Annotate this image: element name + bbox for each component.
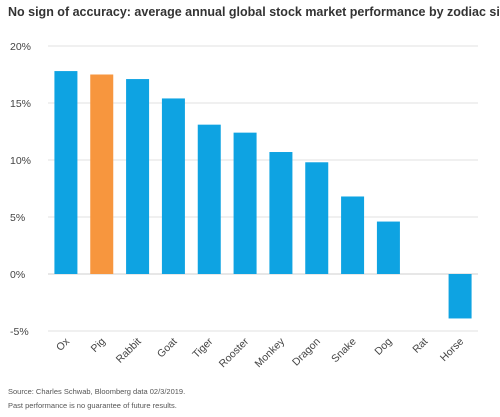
x-tick-label: Dog (372, 336, 394, 358)
bar-chart: -5% 0% 5% 10% 15% 20% Ox Pig Rabbit Goat Tiger Roo… (10, 41, 478, 370)
y-tick-label: 0% (10, 269, 25, 281)
bar-ox (54, 71, 78, 274)
bar-rabbit (126, 79, 150, 274)
bars (54, 71, 472, 319)
bar-rooster (233, 132, 257, 274)
x-tick-label: Dragon (290, 336, 323, 369)
y-tick-label: 20% (10, 41, 31, 53)
bar-monkey (269, 152, 293, 274)
source-note: Source: Charles Schwab, Bloomberg data 0… (8, 387, 186, 396)
bar-dog (376, 221, 400, 274)
x-tick-label: Rat (410, 336, 430, 356)
bar-tiger (197, 124, 221, 274)
y-tick-label: -5% (10, 326, 29, 338)
y-tick-label: 15% (10, 98, 31, 110)
y-tick-label: 5% (10, 212, 25, 224)
x-tick-label: Snake (329, 336, 359, 366)
x-tick-label: Monkey (253, 335, 288, 370)
x-tick-label: Ox (54, 335, 73, 354)
x-tick-label: Tiger (190, 335, 215, 360)
x-tick-label: Goat (155, 336, 180, 361)
bar-pig (90, 74, 114, 274)
bar-horse (448, 274, 472, 319)
bar-goat (161, 98, 185, 274)
gridlines (48, 45, 478, 332)
x-tick-label: Pig (89, 336, 108, 355)
y-axis-tick-labels: -5% 0% 5% 10% 15% 20% (10, 41, 31, 338)
x-axis-tick-labels: Ox Pig Rabbit Goat Tiger Rooster Monkey Dragon S… (54, 335, 466, 370)
x-tick-label: Rabbit (114, 336, 144, 366)
x-tick-label: Horse (438, 336, 466, 364)
bar-dragon (305, 162, 329, 274)
y-tick-label: 10% (10, 155, 31, 167)
chart-title: No sign of accuracy: average annual glob… (8, 5, 500, 19)
x-tick-label: Rooster (217, 335, 252, 370)
disclaimer-note: Past performance is no guarantee of futu… (8, 401, 177, 410)
bar-snake (341, 196, 365, 274)
